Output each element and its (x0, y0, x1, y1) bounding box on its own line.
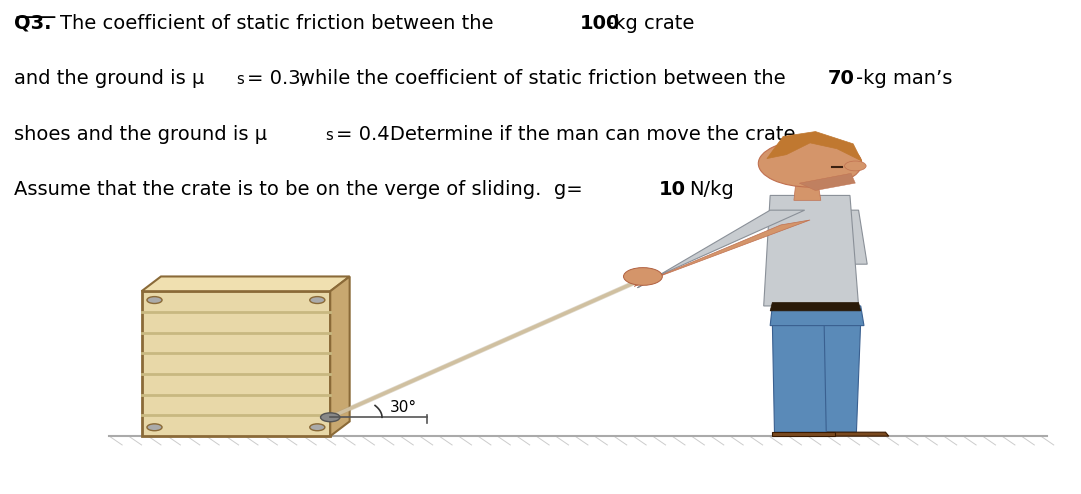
Polygon shape (763, 196, 858, 306)
Polygon shape (770, 306, 864, 326)
Text: = 0.4.: = 0.4. (335, 124, 396, 144)
Text: and the ground is μ: and the ground is μ (14, 69, 204, 88)
Polygon shape (331, 277, 349, 436)
Polygon shape (142, 291, 331, 436)
Circle shape (321, 413, 339, 422)
Text: Q3.: Q3. (14, 14, 52, 33)
Polygon shape (772, 321, 826, 432)
Text: Determine if the man can move the crate.: Determine if the man can move the crate. (389, 124, 801, 144)
Text: -kg man’s: -kg man’s (856, 69, 952, 88)
Polygon shape (815, 321, 860, 432)
Text: while the coefficient of static friction between the: while the coefficient of static friction… (299, 69, 786, 88)
Text: N/kg: N/kg (690, 180, 734, 199)
Circle shape (624, 268, 663, 286)
Text: s: s (325, 127, 333, 143)
Circle shape (310, 296, 325, 303)
Circle shape (147, 296, 162, 303)
Polygon shape (770, 302, 860, 311)
Text: The coefficient of static friction between the: The coefficient of static friction betwe… (59, 14, 499, 33)
Polygon shape (635, 220, 810, 287)
Polygon shape (826, 210, 867, 264)
Circle shape (758, 140, 862, 187)
Circle shape (147, 424, 162, 431)
Circle shape (310, 424, 325, 431)
Text: Assume that the crate is to be on the verge of sliding.  g=: Assume that the crate is to be on the ve… (14, 180, 583, 199)
Text: = 0.3,: = 0.3, (248, 69, 307, 88)
Text: 30°: 30° (389, 400, 416, 415)
Text: 70: 70 (827, 69, 854, 88)
Polygon shape (772, 432, 835, 436)
Polygon shape (799, 173, 855, 191)
Text: shoes and the ground is μ: shoes and the ground is μ (14, 124, 267, 144)
Text: s: s (237, 72, 244, 87)
Text: 10: 10 (659, 180, 686, 199)
Polygon shape (818, 432, 889, 436)
Circle shape (844, 161, 866, 171)
Polygon shape (638, 210, 804, 288)
Text: 100: 100 (579, 14, 619, 33)
Polygon shape (142, 277, 349, 291)
Text: -kg crate: -kg crate (608, 14, 695, 33)
Polygon shape (793, 181, 820, 201)
Polygon shape (766, 131, 862, 161)
